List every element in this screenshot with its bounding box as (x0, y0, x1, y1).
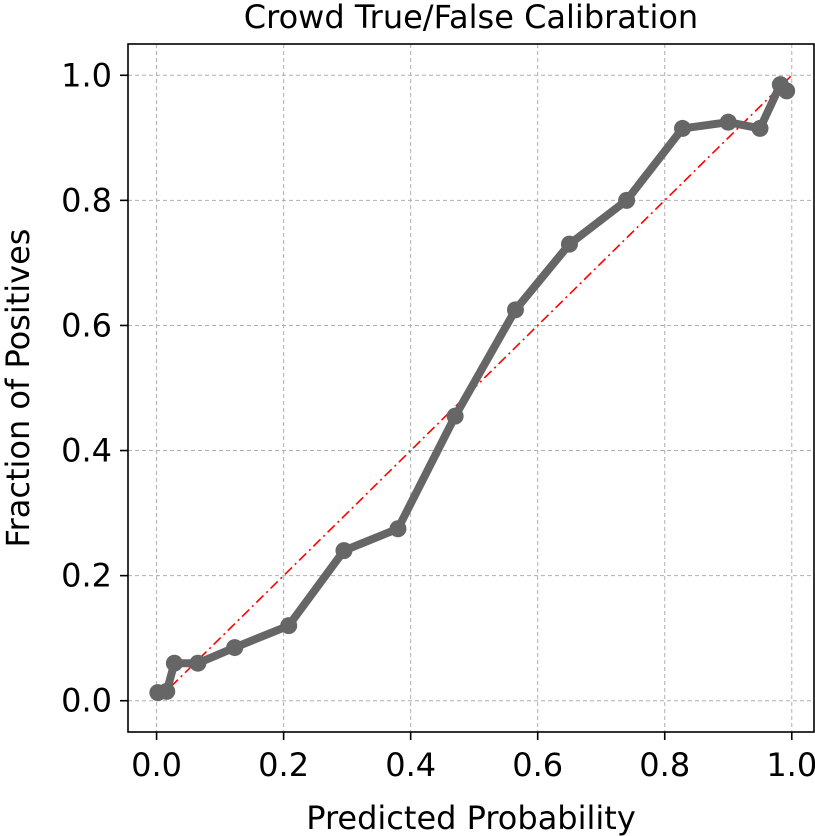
calibration-series-line (153, 80, 791, 697)
calibration-point (751, 119, 769, 137)
calibration-point (335, 542, 353, 560)
calibration-point (719, 113, 737, 131)
calibration-point (389, 520, 407, 538)
calibration-point (618, 191, 636, 209)
x-tick-label: 0.6 (512, 746, 563, 784)
calibration-point (189, 654, 207, 672)
y-tick-label: 0.8 (61, 181, 112, 219)
x-tick-label: 1.0 (766, 746, 815, 784)
y-tick-label: 0.0 (61, 682, 112, 720)
y-tick-label: 0.4 (61, 432, 112, 470)
grid-layer (128, 44, 814, 732)
y-axis-ticks: 0.0 0.2 0.4 0.6 0.8 1.0 (61, 56, 128, 720)
calibration-point (778, 82, 796, 100)
calibration-point (280, 617, 298, 635)
x-tick-label: 0.0 (131, 746, 182, 784)
x-tick-label: 0.4 (385, 746, 436, 784)
y-axis-label: Fraction of Positives (0, 229, 37, 548)
calibration-point (165, 654, 183, 672)
calibration-point (226, 639, 244, 657)
calibration-point (506, 301, 524, 319)
calibration-point (674, 119, 692, 137)
calibration-point (446, 407, 464, 425)
x-axis-label: Predicted Probability (306, 799, 636, 836)
x-tick-label: 0.8 (639, 746, 690, 784)
y-tick-label: 0.6 (61, 306, 112, 344)
calibration-point (560, 235, 578, 253)
x-axis-ticks: 0.0 0.2 0.4 0.6 0.8 1.0 (131, 732, 815, 784)
x-tick-label: 0.2 (258, 746, 309, 784)
y-tick-label: 1.0 (61, 56, 112, 94)
axes-frame (127, 43, 815, 733)
y-tick-label: 0.2 (61, 557, 112, 595)
chart-title: Crowd True/False Calibration (244, 0, 698, 36)
calibration-point (158, 682, 176, 700)
series-layer (149, 76, 796, 702)
